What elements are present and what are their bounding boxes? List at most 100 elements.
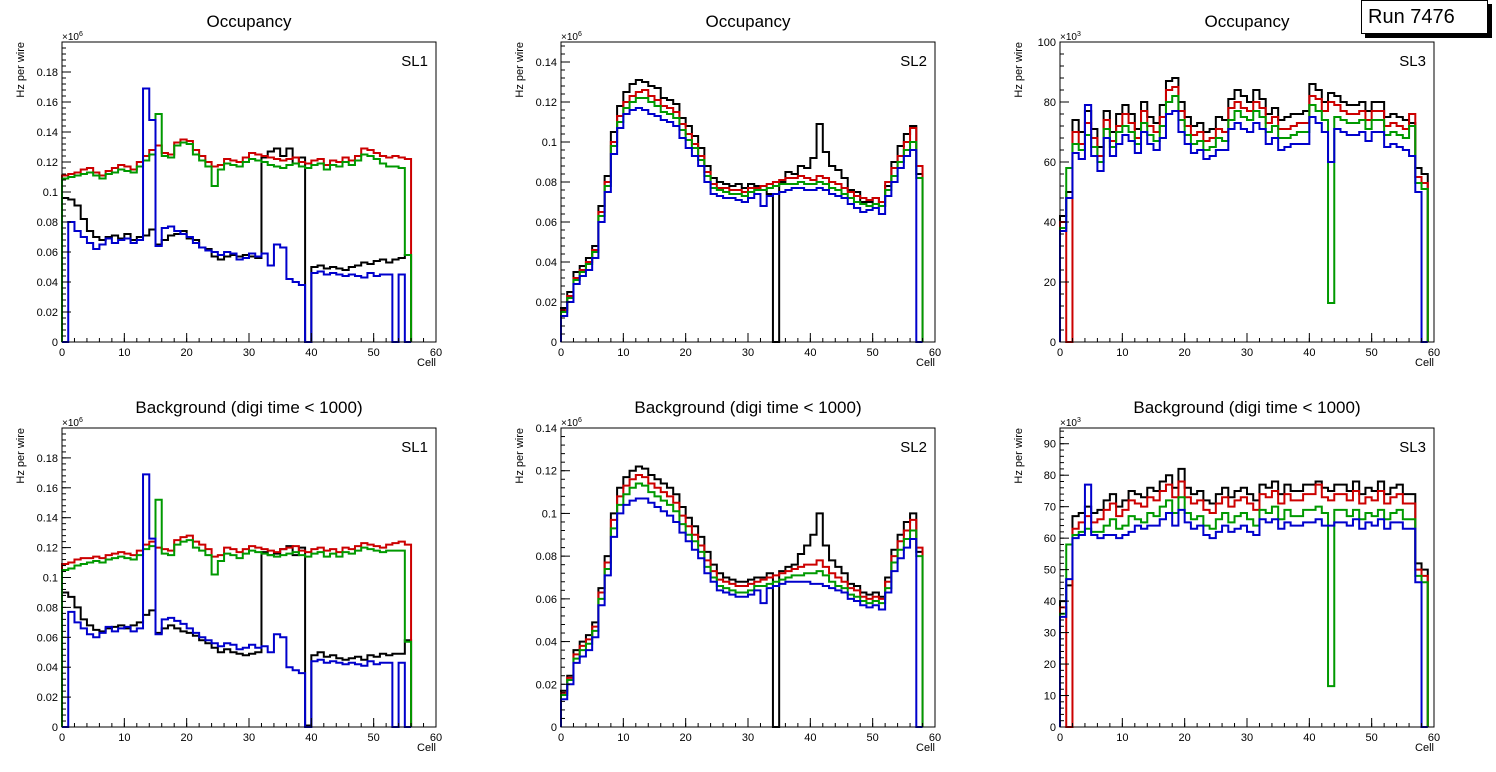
y-tick-label: 0.06	[536, 217, 557, 229]
series-green	[61, 113, 413, 342]
x-tick-label: 20	[1179, 732, 1191, 744]
x-tick-label: 0	[558, 732, 564, 744]
y-tick-label: 0.1	[43, 187, 58, 199]
y-tick-label: 0.14	[536, 423, 557, 435]
y-tick-label: 0.14	[37, 127, 58, 139]
x-tick-label: 0	[1057, 347, 1063, 359]
y-tick-label: 0.02	[536, 679, 557, 691]
x-tick-label: 20	[1179, 347, 1191, 359]
chart-panel-1: Occupancy 0 10 20 30 40 50 60 0 0.02 0.04 0.06 0.08 0…	[15, 12, 442, 369]
superlayer-label: SL2	[900, 53, 927, 70]
x-tick-label: 10	[118, 732, 130, 744]
x-axis-label: Cell	[417, 357, 436, 369]
plot-frame	[1059, 41, 1435, 343]
x-tick-label: 40	[305, 732, 317, 744]
x-tick-label: 20	[181, 732, 193, 744]
y-axis-label: Hz per wire	[1013, 428, 1025, 484]
y-tick-label: 0.12	[536, 466, 557, 478]
y-axis-label: Hz per wire	[514, 42, 526, 98]
x-tick-label: 10	[118, 347, 130, 359]
y-tick-label: 0	[52, 722, 58, 734]
x-tick-label: 30	[1241, 732, 1253, 744]
y-axis-label: Hz per wire	[514, 428, 526, 484]
plot-frame	[61, 41, 437, 343]
x-tick-label: 50	[867, 732, 879, 744]
x-tick-label: 30	[243, 732, 255, 744]
series-black	[1059, 467, 1429, 727]
x-tick-label: 40	[804, 732, 816, 744]
y-tick-label: 0.06	[536, 594, 557, 606]
y-tick-label: 20	[1044, 659, 1056, 671]
y-tick-label: 60	[1044, 533, 1056, 545]
chart-panel-6: Background (digi time < 1000)0 10 20 30 40 50…	[1013, 398, 1440, 754]
y-axis-label: Hz per wire	[15, 42, 27, 98]
chart-title: Occupancy	[1204, 12, 1290, 31]
y-tick-label: 60	[1044, 157, 1056, 169]
x-tick-label: 40	[1303, 732, 1315, 744]
chart-title: Background (digi time < 1000)	[1133, 398, 1360, 417]
y-tick-label: 20	[1044, 277, 1056, 289]
y-tick-label: 0.1	[43, 573, 58, 585]
x-tick-label: 30	[243, 347, 255, 359]
x-tick-label: 60	[430, 732, 442, 744]
y-tick-label: 0.08	[536, 551, 557, 563]
series-black	[61, 545, 413, 727]
y-tick-label: 0	[52, 337, 58, 349]
series-black	[61, 147, 413, 343]
y-exponent-power: 3	[1077, 417, 1081, 424]
y-tick-label: 50	[1044, 565, 1056, 577]
y-exponent-power: 6	[578, 417, 582, 424]
y-tick-label: 0.12	[37, 543, 58, 555]
y-tick-label: 0.08	[536, 177, 557, 189]
series-black	[1059, 77, 1429, 342]
series-green	[560, 97, 924, 342]
x-tick-label: 30	[742, 732, 754, 744]
y-exponent-label: ×106	[561, 31, 582, 43]
y-tick-label: 30	[1044, 628, 1056, 640]
series-red	[560, 89, 924, 342]
y-tick-label: 0.1	[542, 508, 557, 520]
y-tick-label: 0.16	[37, 483, 58, 495]
chart-panel-2: Occupancy 0 10 20 30 40 50 60 0 0.02 0.04 0.06 0.08 0…	[514, 12, 941, 369]
y-tick-label: 0.02	[536, 297, 557, 309]
series-red	[1059, 86, 1429, 343]
chart-title: Occupancy	[705, 12, 791, 31]
x-tick-label: 60	[1428, 732, 1440, 744]
x-tick-label: 40	[305, 347, 317, 359]
y-exponent-label: ×103	[1060, 31, 1081, 43]
chart-title: Occupancy	[206, 12, 292, 31]
superlayer-label: SL1	[401, 439, 428, 456]
y-exponent-label: ×103	[1060, 417, 1081, 429]
y-exponent-power: 6	[79, 417, 83, 424]
y-tick-label: 0.18	[37, 453, 58, 465]
series-red	[1059, 480, 1429, 728]
x-axis-label: Cell	[916, 357, 935, 369]
y-tick-label: 0	[1050, 722, 1056, 734]
x-tick-label: 60	[929, 732, 941, 744]
superlayer-label: SL1	[401, 53, 428, 70]
x-tick-label: 60	[430, 347, 442, 359]
series-red	[61, 138, 413, 342]
y-tick-label: 0.12	[37, 157, 58, 169]
superlayer-label: SL3	[1399, 439, 1426, 456]
y-exponent-label: ×106	[62, 417, 83, 429]
y-tick-label: 0	[551, 337, 557, 349]
x-axis-label: Cell	[1415, 357, 1434, 369]
y-exponent-power: 6	[578, 31, 582, 38]
y-exponent-label: ×106	[62, 31, 83, 43]
y-tick-label: 0.04	[37, 277, 58, 289]
y-tick-label: 80	[1044, 97, 1056, 109]
y-tick-label: 0	[1050, 337, 1056, 349]
y-axis-label: Hz per wire	[15, 428, 27, 484]
x-tick-label: 0	[59, 732, 65, 744]
x-tick-label: 50	[368, 732, 380, 744]
y-tick-label: 40	[1044, 596, 1056, 608]
series-blue	[1059, 483, 1428, 728]
series-blue	[1059, 104, 1428, 343]
y-tick-label: 0.08	[37, 217, 58, 229]
y-tick-label: 80	[1044, 470, 1056, 482]
x-tick-label: 30	[742, 347, 754, 359]
y-tick-label: 0.08	[37, 602, 58, 614]
plot-frame	[61, 427, 437, 728]
x-tick-label: 0	[558, 347, 564, 359]
